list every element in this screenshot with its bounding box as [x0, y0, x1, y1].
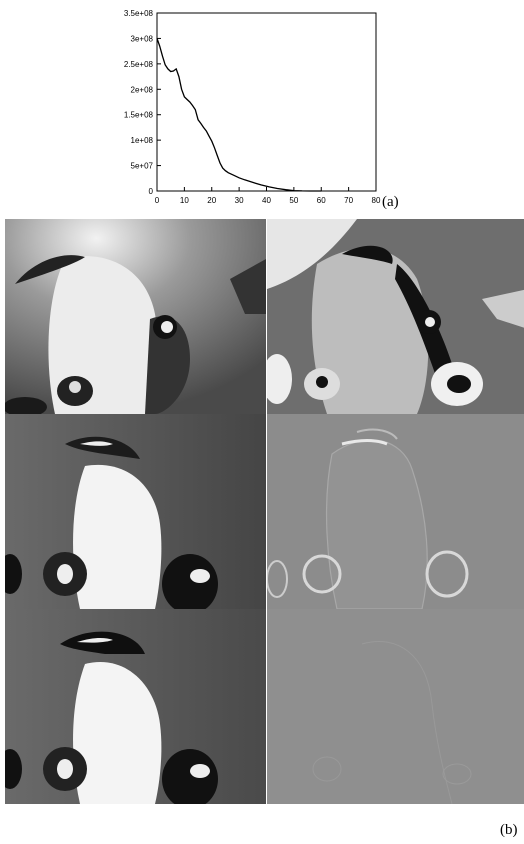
x-tick-label: 30 — [235, 196, 244, 205]
penguin-residual-final — [267, 609, 524, 804]
penguin-residual-2 — [267, 414, 524, 609]
y-tick-label: 1e+08 — [131, 136, 154, 145]
x-axis-ticks: 0 10 20 30 40 50 60 70 80 — [155, 187, 381, 205]
y-tick-label: 2.5e+08 — [124, 60, 154, 69]
series-line — [156, 38, 322, 192]
x-tick-label: 20 — [207, 196, 216, 205]
x-tick-label: 70 — [344, 196, 353, 205]
figure-label-b: (b) — [500, 822, 518, 838]
y-tick-label: 0 — [149, 187, 154, 196]
error-curve-chart: 0 5e+07 1e+08 1.5e+08 2e+08 2.5e+08 3e+08 3.5e+… — [124, 9, 381, 205]
x-tick-label: 40 — [262, 196, 271, 205]
y-axis-ticks: 0 5e+07 1e+08 1.5e+08 2e+08 2.5e+08 3e+08 3.5e+… — [124, 9, 161, 196]
penguin-frame-original — [5, 219, 266, 414]
y-tick-label: 2e+08 — [131, 85, 154, 94]
figure-label-a: (a) — [382, 194, 399, 210]
penguin-reconstruction-final — [5, 609, 266, 804]
x-tick-label: 10 — [180, 196, 189, 205]
y-tick-label: 3.5e+08 — [124, 9, 154, 18]
penguin-residual-1 — [267, 219, 524, 414]
x-tick-label: 50 — [289, 196, 298, 205]
y-tick-label: 1.5e+08 — [124, 111, 154, 120]
x-tick-label: 60 — [317, 196, 326, 205]
x-tick-label: 0 — [155, 196, 160, 205]
x-tick-label: 80 — [372, 196, 381, 205]
y-tick-label: 3e+08 — [131, 34, 154, 43]
y-tick-label: 5e+07 — [131, 162, 154, 171]
penguin-reconstruction-2 — [5, 414, 266, 609]
